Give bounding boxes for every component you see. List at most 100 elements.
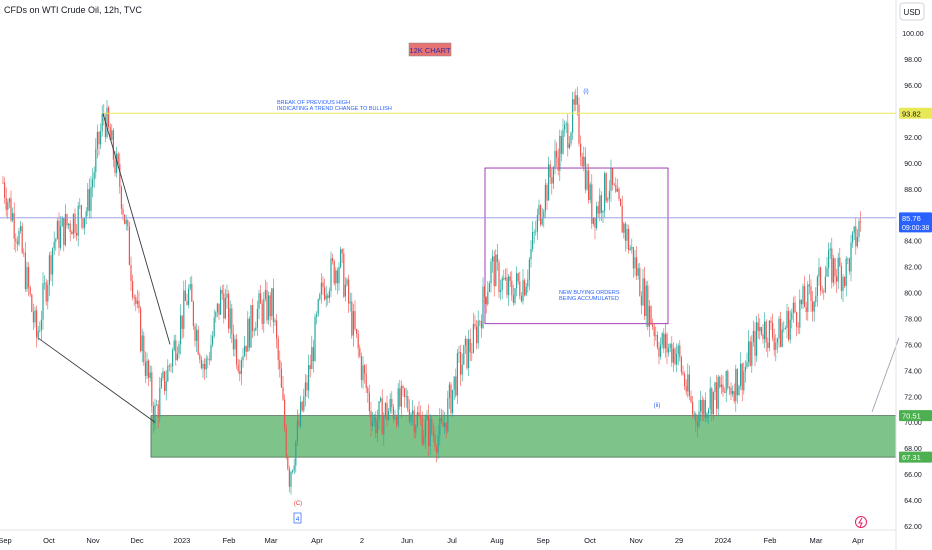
candle-body xyxy=(48,255,50,285)
candle-body xyxy=(815,295,817,302)
candle-body xyxy=(162,371,164,378)
candle-body xyxy=(672,348,674,363)
candle-body xyxy=(623,223,625,233)
candle-body xyxy=(559,135,561,171)
y-tick-label: 66.00 xyxy=(904,472,922,479)
candle-body xyxy=(253,330,255,332)
x-tick-label: 29 xyxy=(675,536,683,545)
candle-body xyxy=(543,211,545,219)
candle-body xyxy=(624,223,626,241)
candle-body xyxy=(538,205,540,216)
candle-body xyxy=(610,168,612,192)
candle-body xyxy=(64,214,66,246)
y-tick-label: 100.00 xyxy=(902,31,924,38)
x-tick-label: Nov xyxy=(629,536,643,545)
candle-body xyxy=(722,384,724,392)
candle-body xyxy=(576,95,578,105)
candle-body xyxy=(823,291,825,293)
candle-body xyxy=(600,195,602,213)
time-axis[interactable]: Sep Oct Nov Dec 2023 Feb Mar Apr 2 Jun Jul Aug Sep Oc… xyxy=(0,536,864,545)
candle-body xyxy=(855,226,857,247)
candle-body xyxy=(362,365,364,381)
candle-body xyxy=(556,150,558,158)
candle-body xyxy=(100,130,102,145)
lightning-icon[interactable] xyxy=(855,516,867,528)
x-tick-label: Sep xyxy=(536,536,549,545)
candle-body xyxy=(18,231,20,245)
candle-body xyxy=(821,290,823,292)
candle-body xyxy=(319,294,321,300)
candle-body xyxy=(410,414,412,422)
candle-body xyxy=(508,276,510,296)
candle-body xyxy=(236,339,238,365)
candle-body xyxy=(760,326,762,335)
y-tick-label: 96.00 xyxy=(904,83,922,90)
candle-body xyxy=(544,184,546,212)
candle-body xyxy=(626,228,628,241)
wave-ii-label: (ii) xyxy=(654,403,661,409)
candle-body xyxy=(492,256,494,262)
candle-body xyxy=(479,320,481,322)
candle-body xyxy=(189,283,191,289)
chart-title: CFDs on WTI Crude Oil, 12h, TVC xyxy=(4,5,142,15)
candle-body xyxy=(60,226,62,248)
candle-body xyxy=(560,135,562,154)
trend-line[interactable] xyxy=(102,113,171,345)
candle-body xyxy=(552,167,554,184)
candle-body xyxy=(133,297,135,298)
candle-body xyxy=(20,226,22,232)
y-tick-label: 98.00 xyxy=(904,57,922,64)
currency-button[interactable]: USD xyxy=(899,2,925,21)
candle-body xyxy=(442,421,444,427)
candle-body xyxy=(351,301,353,336)
candle-body xyxy=(850,242,852,272)
candle-body xyxy=(53,241,55,249)
candle-body xyxy=(677,345,679,354)
candle-body xyxy=(829,248,831,251)
candle-body xyxy=(578,104,580,144)
candle-body xyxy=(256,308,258,328)
accumulation-box[interactable] xyxy=(484,167,669,325)
candle-body xyxy=(466,338,468,368)
candle-body xyxy=(151,372,153,407)
candle-body xyxy=(516,273,518,289)
candle-body xyxy=(842,277,844,292)
candle-body xyxy=(828,250,830,268)
candle-body xyxy=(224,297,226,319)
projection-line[interactable] xyxy=(871,337,900,413)
x-tick-label: Apr xyxy=(852,536,864,545)
candle-body xyxy=(333,261,335,284)
candle-body xyxy=(167,365,169,382)
candle-body xyxy=(824,276,826,293)
candle-body xyxy=(320,282,322,295)
candle-body xyxy=(605,173,607,201)
candle-body xyxy=(125,220,127,224)
candle-body xyxy=(781,329,783,347)
trend-line[interactable] xyxy=(37,337,156,423)
candle-body xyxy=(661,333,663,345)
candle-body xyxy=(805,307,807,312)
previous-high-price-label-bg xyxy=(899,107,932,119)
candle-body xyxy=(341,249,343,254)
candle-body xyxy=(685,386,687,392)
candle-body xyxy=(386,403,388,421)
candle-body xyxy=(282,387,284,400)
candle-body xyxy=(557,157,559,171)
candle-body xyxy=(164,371,166,392)
candle-body xyxy=(397,388,399,426)
candle-body xyxy=(328,291,330,299)
candle-body xyxy=(39,330,41,332)
candle-body xyxy=(258,293,260,309)
x-tick-label: Feb xyxy=(223,536,236,545)
candle-body xyxy=(684,374,686,387)
candle-body xyxy=(740,363,742,386)
candle-body xyxy=(687,374,689,392)
candle-body xyxy=(428,415,430,446)
candle-body xyxy=(181,315,183,329)
demand-zone[interactable] xyxy=(150,415,897,458)
candle-body xyxy=(143,335,145,363)
candle-body xyxy=(197,329,199,355)
y-tick-label: 68.00 xyxy=(904,446,922,453)
currency-label: USD xyxy=(904,8,921,17)
